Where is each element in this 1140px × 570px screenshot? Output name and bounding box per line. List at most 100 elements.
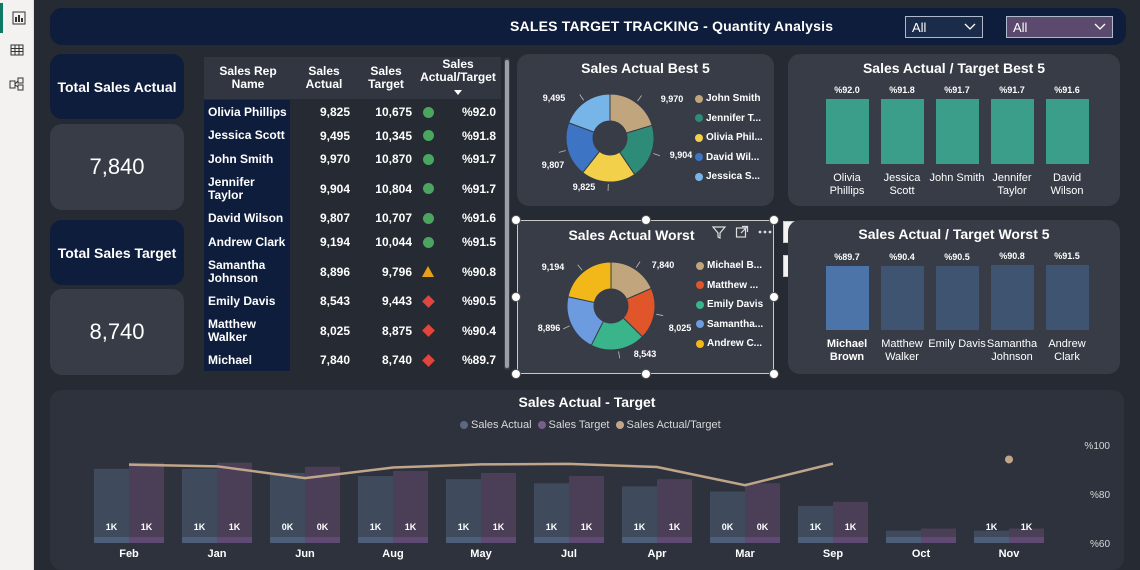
table-row[interactable]: David Wilson 9,807 10,707 %91.6 — [204, 206, 501, 230]
resize-handle-br[interactable] — [769, 369, 779, 379]
legend-item[interactable]: Jessica S... — [695, 171, 760, 182]
table-row[interactable]: Michael 7,840 8,740 %89.7 — [204, 348, 501, 371]
actual-bar[interactable] — [358, 476, 393, 543]
ratio-bar-name: Jennifer Taylor — [992, 172, 1032, 197]
resize-handle-tr[interactable] — [769, 215, 779, 225]
legend-dot-icon — [695, 133, 703, 142]
legend-item[interactable]: Matthew ... — [696, 280, 758, 291]
legend-item[interactable]: Andrew C... — [696, 338, 762, 349]
table-row[interactable]: Olivia Phillips 9,825 10,675 %92.0 — [204, 100, 501, 124]
combo-legend-item[interactable]: Sales Actual/Target — [615, 419, 721, 431]
more-options-icon[interactable] — [758, 225, 772, 244]
ratio-bar[interactable] — [991, 99, 1034, 164]
slicer-dropdown-2[interactable]: All — [1006, 16, 1113, 38]
donut-slice[interactable] — [568, 93, 611, 133]
ratio-bar[interactable] — [991, 265, 1034, 330]
ratio-bar-name: Emily Davis — [928, 338, 986, 350]
bar-data-label: 1K — [194, 522, 206, 532]
resize-handle-bl[interactable] — [511, 369, 521, 379]
bar-base-strip — [657, 537, 692, 543]
scrollbar-thumb[interactable] — [505, 60, 509, 368]
legend-item[interactable]: Michael B... — [696, 260, 762, 271]
actual-bar[interactable] — [446, 479, 481, 543]
ratio-bar[interactable] — [826, 99, 869, 164]
model-view-icon[interactable] — [0, 69, 34, 99]
cell-ratio: %90.5 — [461, 294, 496, 308]
ratio-bar[interactable] — [1046, 99, 1089, 164]
legend-item[interactable]: David Wil... — [695, 152, 759, 163]
table-row[interactable]: Jessica Scott 9,495 10,345 %91.8 — [204, 124, 501, 147]
status-cell — [418, 147, 438, 171]
cell-sales-actual: 9,825 — [319, 105, 350, 119]
target-bar[interactable] — [217, 462, 252, 543]
combo-legend-item[interactable]: Sales Actual — [460, 419, 532, 431]
worst-donut-panel[interactable]: Sales Actual Worst 7,840 8,025 8,543 8,896 9… — [517, 220, 774, 374]
target-bar[interactable] — [393, 470, 428, 543]
status-cell — [418, 348, 438, 371]
resize-handle-tl[interactable] — [511, 215, 521, 225]
table-row[interactable]: Andrew Clark 9,194 10,044 %91.5 — [204, 230, 501, 254]
ratio-bar[interactable] — [936, 265, 979, 330]
x-tick-label: Apr — [648, 548, 668, 560]
ratio-bar[interactable] — [936, 99, 979, 164]
filter-icon[interactable] — [711, 225, 727, 244]
ratio-line[interactable] — [128, 462, 834, 487]
actual-bar[interactable] — [534, 483, 569, 543]
actual-bar[interactable] — [710, 491, 745, 544]
actual-bar[interactable] — [270, 472, 305, 543]
status-yellow-triangle-icon — [422, 266, 434, 277]
target-bar[interactable] — [305, 466, 340, 543]
target-bar[interactable] — [481, 472, 516, 543]
ratio-bar-label: %91.8 — [889, 85, 915, 96]
resize-handle-bm[interactable] — [641, 369, 651, 379]
kpi-actual-label: Total Sales Actual — [50, 54, 184, 119]
legend-item[interactable]: Jennifer T... — [695, 113, 761, 124]
table-row[interactable]: Samantha Johnson 8,896 9,796 %90.8 — [204, 254, 501, 289]
table-view-icon[interactable] — [0, 35, 34, 65]
actual-bar[interactable] — [94, 468, 129, 543]
target-bar[interactable] — [745, 483, 780, 543]
focus-mode-icon[interactable] — [735, 225, 749, 244]
donut-leader-line — [635, 261, 641, 268]
donut-slice[interactable] — [567, 261, 612, 304]
table-row[interactable]: Matthew Walker 8,025 8,875 %90.4 — [204, 313, 501, 348]
actual-bar[interactable] — [622, 486, 657, 543]
legend-label: David Wil... — [706, 151, 760, 163]
sort-desc-icon — [454, 85, 462, 98]
resize-handle-tm[interactable] — [641, 215, 651, 225]
ratio-point[interactable] — [1005, 455, 1013, 464]
actual-bar[interactable] — [182, 468, 217, 543]
legend-dot-icon — [696, 300, 704, 309]
col-header-name[interactable]: Sales Rep Name — [219, 64, 277, 91]
target-bar[interactable] — [657, 479, 692, 543]
target-bar[interactable] — [569, 476, 604, 543]
slicer-dropdown-1[interactable]: All — [905, 16, 983, 38]
legend-item[interactable]: John Smith — [695, 93, 760, 104]
ratio-bar[interactable] — [881, 99, 924, 164]
title-bar: SALES TARGET TRACKING - Quantity Analysi… — [50, 8, 1126, 45]
table-row[interactable]: John Smith 9,970 10,870 %91.7 — [204, 147, 501, 171]
ratio-bar[interactable] — [826, 266, 869, 330]
combo-legend-item[interactable]: Sales Target — [537, 419, 610, 431]
ratio-bar[interactable] — [881, 265, 924, 330]
legend-item[interactable]: Samantha... — [696, 319, 763, 330]
ratio-bar[interactable] — [1046, 265, 1089, 330]
target-bar[interactable] — [129, 462, 164, 543]
resize-handle-ml[interactable] — [511, 292, 521, 302]
table-row[interactable]: Emily Davis 8,543 9,443 %90.5 — [204, 289, 501, 313]
bar-data-label: 1K — [405, 522, 417, 532]
table-row[interactable]: Jennifer Taylor 9,904 10,804 %91.7 — [204, 171, 501, 206]
legend-item[interactable]: Emily Davis — [696, 299, 763, 310]
report-view-icon[interactable] — [0, 3, 34, 33]
table-scrollbar[interactable] — [504, 58, 510, 370]
col-header-actual[interactable]: Sales Actual — [305, 64, 343, 91]
y2-tick-label: %60 — [1090, 539, 1110, 550]
legend-item[interactable]: Olivia Phil... — [695, 132, 763, 143]
actual-bar[interactable] — [798, 505, 833, 543]
status-cell — [418, 206, 438, 230]
col-header-target[interactable]: Sales Target — [368, 64, 404, 91]
cell-sales-actual: 8,896 — [319, 264, 350, 279]
col-header-ratio[interactable]: Sales Actual/Target — [418, 57, 498, 99]
target-bar[interactable] — [833, 501, 868, 543]
resize-handle-mr[interactable] — [769, 292, 779, 302]
